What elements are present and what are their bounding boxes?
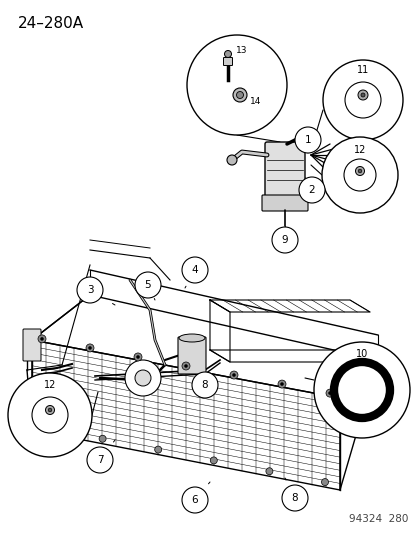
Text: 3: 3 xyxy=(86,285,93,295)
Text: 1: 1 xyxy=(304,135,311,145)
Circle shape xyxy=(281,485,307,511)
Circle shape xyxy=(325,389,333,397)
Ellipse shape xyxy=(178,334,204,342)
Circle shape xyxy=(224,51,231,58)
Circle shape xyxy=(77,277,103,303)
Text: 24–280A: 24–280A xyxy=(18,16,84,31)
Circle shape xyxy=(45,406,55,415)
Circle shape xyxy=(182,257,207,283)
Text: 8: 8 xyxy=(201,380,208,390)
Circle shape xyxy=(43,424,50,431)
Circle shape xyxy=(187,35,286,135)
Text: 8: 8 xyxy=(291,493,298,503)
Text: 14: 14 xyxy=(249,96,261,106)
Circle shape xyxy=(328,392,331,394)
Text: 5: 5 xyxy=(144,280,151,290)
Circle shape xyxy=(154,446,161,453)
Text: 94324  280: 94324 280 xyxy=(348,514,407,524)
Circle shape xyxy=(343,159,375,191)
Text: 7: 7 xyxy=(97,455,103,465)
Text: 10: 10 xyxy=(355,349,367,359)
Text: 2: 2 xyxy=(308,185,315,195)
Circle shape xyxy=(38,335,46,343)
FancyBboxPatch shape xyxy=(261,195,307,211)
Circle shape xyxy=(182,362,190,370)
Text: 12: 12 xyxy=(353,145,366,155)
Text: 12: 12 xyxy=(44,380,56,390)
Circle shape xyxy=(8,373,92,457)
Circle shape xyxy=(210,457,217,464)
Circle shape xyxy=(232,374,235,376)
Circle shape xyxy=(226,155,236,165)
Circle shape xyxy=(135,272,161,298)
Circle shape xyxy=(313,342,409,438)
Circle shape xyxy=(134,353,142,361)
FancyBboxPatch shape xyxy=(178,337,206,374)
Circle shape xyxy=(344,82,380,118)
Circle shape xyxy=(125,360,161,396)
Text: 6: 6 xyxy=(191,495,198,505)
Circle shape xyxy=(265,468,272,475)
Circle shape xyxy=(192,372,218,398)
Circle shape xyxy=(322,60,402,140)
Circle shape xyxy=(294,127,320,153)
Text: 4: 4 xyxy=(191,265,198,275)
Circle shape xyxy=(357,90,367,100)
FancyBboxPatch shape xyxy=(23,329,41,361)
Circle shape xyxy=(233,88,247,102)
Circle shape xyxy=(355,166,363,175)
Circle shape xyxy=(277,380,285,388)
Circle shape xyxy=(182,487,207,513)
FancyBboxPatch shape xyxy=(264,142,304,198)
Circle shape xyxy=(99,435,106,442)
Circle shape xyxy=(280,383,283,385)
Circle shape xyxy=(271,227,297,253)
Circle shape xyxy=(40,337,43,341)
Circle shape xyxy=(136,356,139,359)
Circle shape xyxy=(298,177,324,203)
Circle shape xyxy=(135,370,151,386)
Circle shape xyxy=(357,169,361,173)
Circle shape xyxy=(230,371,237,379)
Circle shape xyxy=(87,447,113,473)
Circle shape xyxy=(321,479,328,486)
Text: 9: 9 xyxy=(281,235,287,245)
Circle shape xyxy=(88,346,91,350)
Circle shape xyxy=(360,93,364,97)
Circle shape xyxy=(48,408,52,412)
Circle shape xyxy=(32,397,68,433)
Circle shape xyxy=(184,365,187,367)
Text: 11: 11 xyxy=(356,65,368,75)
Circle shape xyxy=(236,92,243,99)
Circle shape xyxy=(321,137,397,213)
Text: 13: 13 xyxy=(235,45,247,54)
FancyBboxPatch shape xyxy=(223,58,232,66)
Circle shape xyxy=(86,344,94,352)
